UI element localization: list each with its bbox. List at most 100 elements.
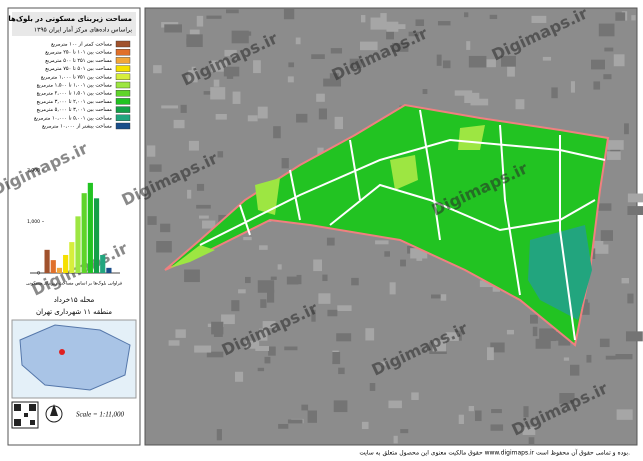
building — [194, 345, 212, 353]
building — [326, 237, 335, 246]
building — [336, 333, 352, 342]
building — [466, 41, 471, 50]
tehran-outline — [19, 324, 131, 391]
legend-label: مساحت بین ۳,۰۰۱ تا ۵,۰۰۰ مترمربع — [37, 107, 113, 113]
building — [587, 240, 604, 247]
building — [202, 220, 216, 229]
building — [255, 345, 269, 352]
building — [225, 9, 239, 14]
building — [164, 24, 183, 33]
building — [238, 289, 246, 294]
footer: حقوق مالکیت معنوی این محصول متعلق به سای… — [359, 448, 630, 457]
building — [301, 404, 309, 411]
building — [211, 321, 224, 335]
building — [278, 423, 289, 429]
building — [436, 54, 442, 66]
building — [393, 435, 398, 444]
building — [531, 15, 547, 23]
building — [400, 429, 409, 434]
building — [191, 66, 196, 78]
building — [607, 140, 624, 150]
building — [380, 13, 387, 25]
building — [442, 60, 451, 69]
legend-label: مساحت بین ۱,۰۰۱ تا ۱,۵۰۰ مترمربع — [37, 83, 113, 89]
building — [474, 410, 482, 422]
building — [598, 23, 615, 37]
qr-code — [11, 401, 39, 429]
building — [593, 81, 601, 90]
building — [468, 55, 487, 68]
building — [501, 55, 516, 67]
building — [196, 15, 204, 27]
building — [570, 81, 575, 93]
building — [386, 31, 395, 40]
y-tick-label: 1,000 — [27, 219, 40, 225]
building — [454, 90, 473, 96]
building — [247, 115, 258, 122]
building — [257, 280, 275, 293]
legend-label: مساحت بین ۷۵۱ تا ۱,۰۰۰ مترمربع — [41, 74, 112, 80]
building — [287, 419, 303, 424]
neighborhood-name: محله ۱۵خرداد — [54, 296, 95, 304]
building — [464, 92, 480, 103]
legend-swatch — [115, 65, 131, 72]
building — [337, 305, 352, 311]
building — [384, 251, 390, 257]
building — [605, 355, 616, 360]
building — [257, 367, 265, 372]
building — [599, 338, 610, 348]
building — [486, 347, 494, 361]
building — [277, 264, 282, 270]
building — [631, 15, 636, 21]
roads — [199, 109, 606, 341]
building — [168, 340, 180, 346]
block-patch — [458, 125, 485, 150]
building — [273, 126, 281, 139]
bar — [81, 193, 87, 273]
building — [490, 424, 504, 431]
legend-swatch — [115, 106, 131, 113]
building — [196, 183, 205, 191]
legend-swatch — [115, 57, 131, 64]
building — [211, 60, 228, 72]
building — [410, 248, 428, 259]
legend-swatch — [115, 40, 131, 48]
legend-label: مساحت بین ۱,۵۰۱ تا ۲,۰۰۰ مترمربع — [37, 91, 113, 97]
building — [180, 104, 187, 113]
building — [187, 189, 192, 199]
building — [437, 21, 451, 26]
building — [369, 382, 376, 391]
building — [604, 47, 614, 52]
building — [338, 367, 345, 375]
building — [470, 98, 489, 106]
building — [316, 93, 325, 102]
building — [313, 259, 322, 272]
building — [259, 245, 268, 250]
block-patch — [255, 178, 280, 215]
building — [149, 164, 162, 172]
block-patch — [170, 245, 215, 268]
building — [288, 62, 295, 68]
building — [586, 354, 592, 363]
building — [262, 321, 276, 329]
building — [380, 361, 387, 366]
legend-label: مساحت بین ۵۰۱ تا ۷۵۰ مترمربع — [45, 66, 112, 72]
building — [184, 269, 200, 283]
building — [445, 332, 459, 341]
building — [231, 300, 240, 312]
building — [281, 158, 289, 169]
building — [489, 14, 498, 20]
building — [264, 356, 271, 364]
block-patch — [528, 225, 592, 320]
building — [287, 76, 294, 83]
building — [359, 41, 378, 51]
building — [296, 113, 308, 123]
building — [296, 274, 302, 285]
building — [161, 105, 179, 109]
building — [245, 340, 260, 349]
building — [283, 9, 295, 20]
legend-subtitle: براساس داده‌های مرکز آمار ایران ۱۳۹۵ — [34, 25, 132, 34]
building — [570, 364, 580, 376]
building — [267, 289, 275, 303]
building — [481, 59, 496, 68]
